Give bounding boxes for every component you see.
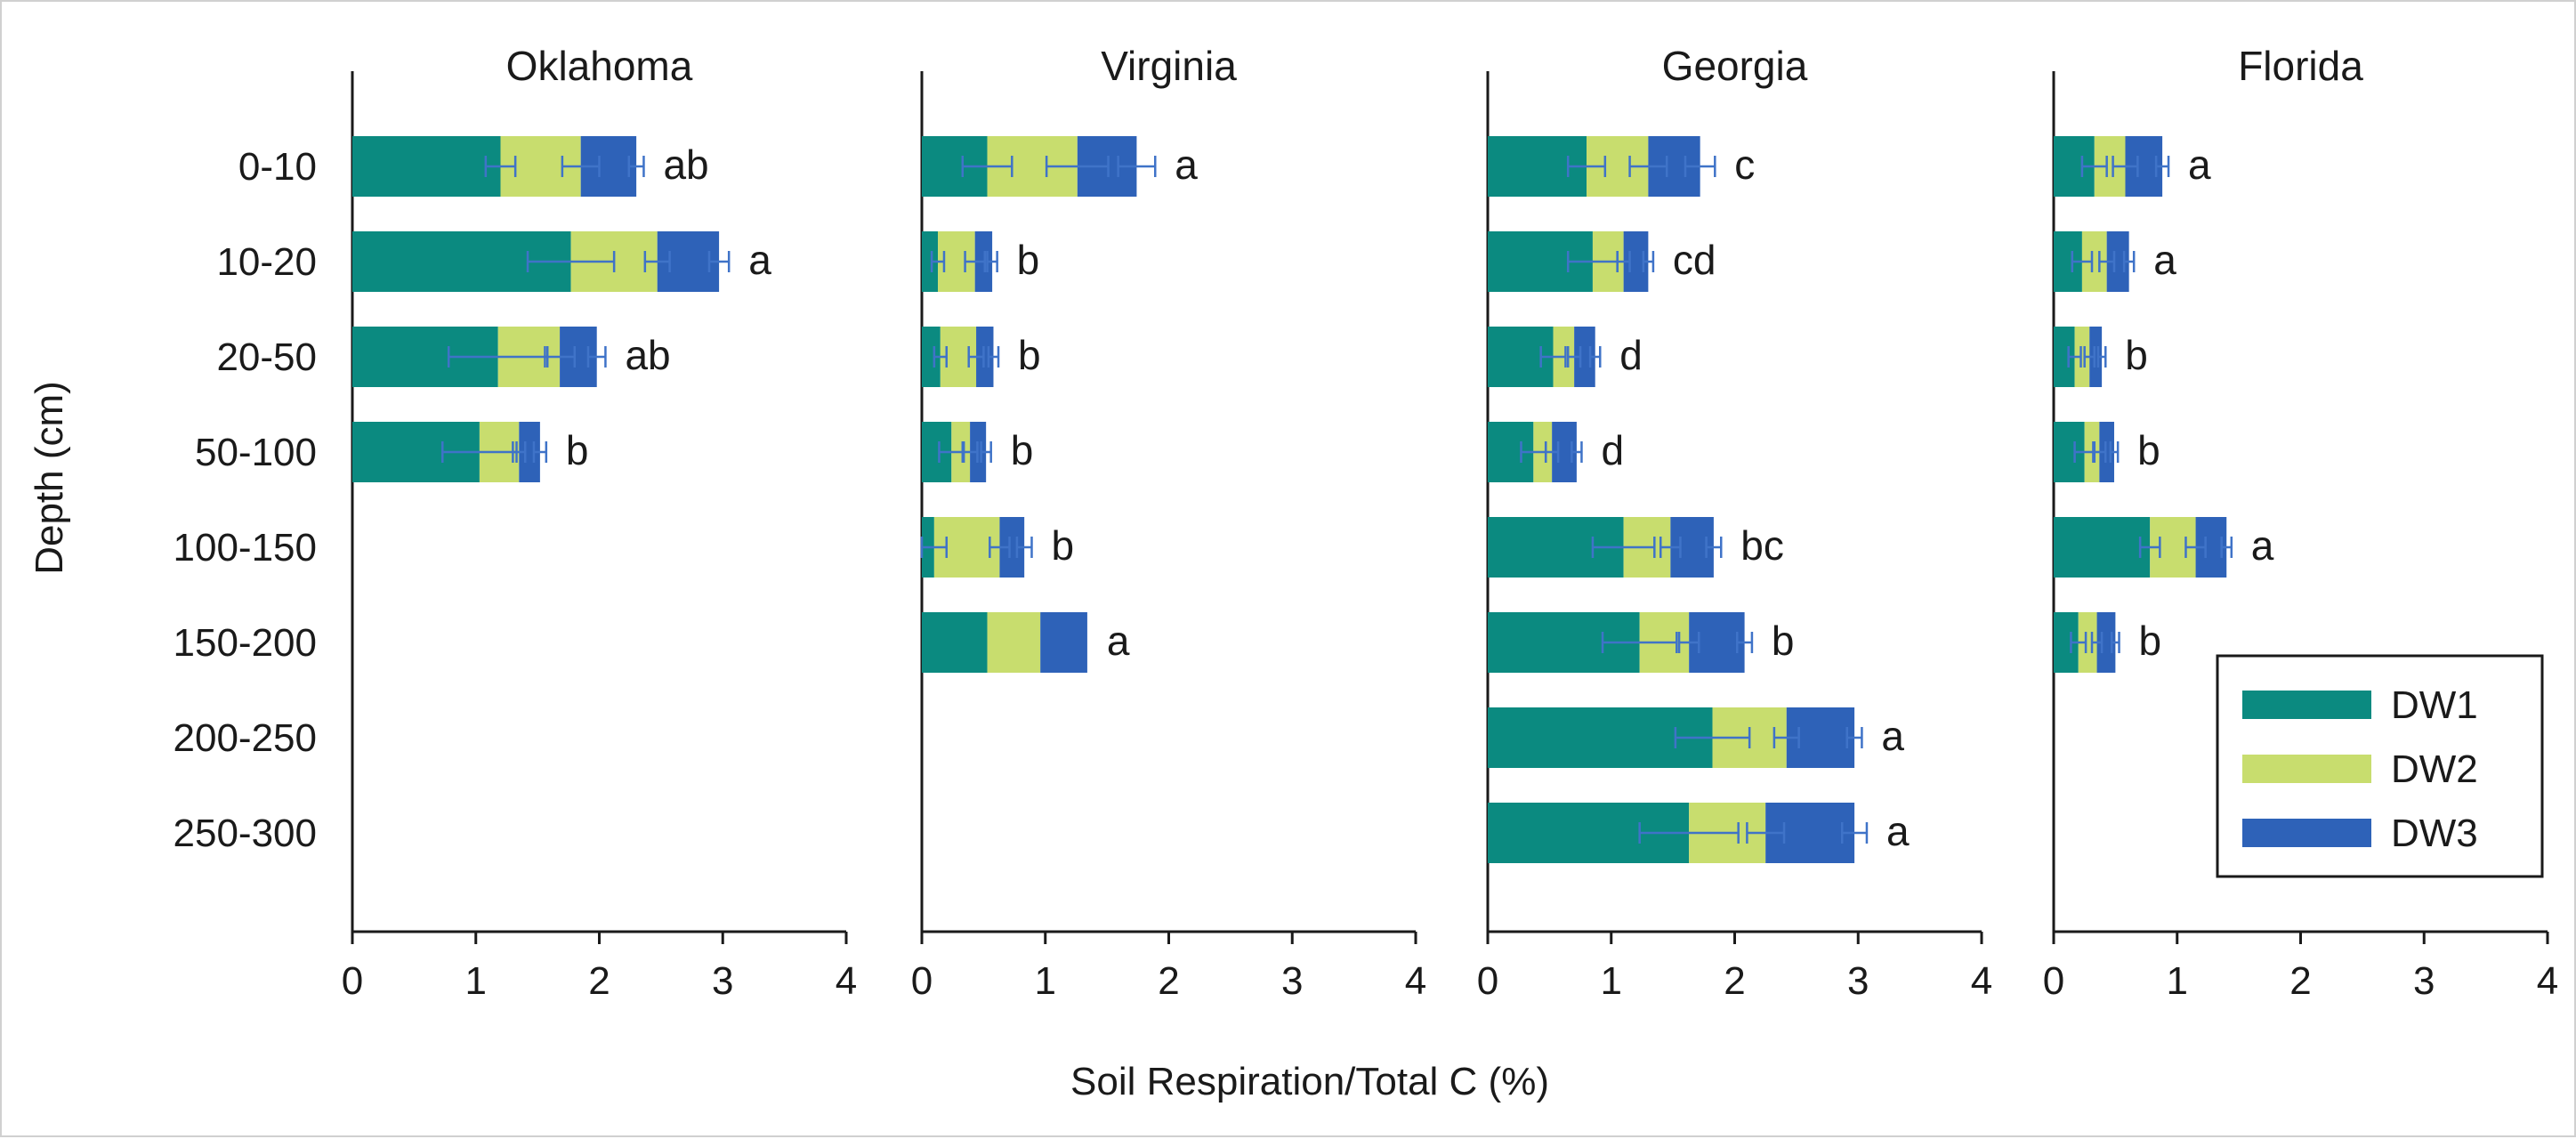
bar-segment-dw3 (519, 422, 540, 482)
significance-letter: b (1011, 427, 1034, 473)
depth-tick-label: 250-300 (174, 812, 317, 855)
significance-letter: b (2125, 332, 2148, 378)
significance-letter: ab (663, 141, 708, 188)
bar-segment-dw3 (1040, 612, 1087, 673)
depth-tick-label: 150-200 (174, 621, 317, 665)
depth-tick-labels: 0-10 10-20 20-50 50-100 100-150 150-200 200-25… (174, 145, 317, 855)
bar-segment-dw1 (2054, 327, 2075, 387)
significance-letter: a (2251, 522, 2274, 569)
panel-oklahoma: Oklahoma 0 1 2 3 4 ab a ab b (342, 43, 857, 1003)
significance-letter: d (1601, 427, 1624, 473)
x-tick-label: 1 (465, 959, 487, 1003)
significance-letter: b (566, 427, 589, 473)
panel-georgia: Georgia 0 1 2 3 4 c cd d d bc b a a (1477, 43, 1992, 1003)
significance-letter: b (1051, 522, 1074, 569)
significance-letter: d (1619, 332, 1643, 378)
bar-segment-dw1 (922, 327, 941, 387)
significance-letter: a (1107, 618, 1130, 664)
legend-swatch-dw2 (2242, 755, 2371, 783)
depth-tick-label: 10-20 (216, 240, 317, 284)
x-tick-label: 4 (1971, 959, 1992, 1003)
legend-swatch-dw3 (2242, 819, 2371, 847)
significance-letter: b (2137, 427, 2160, 473)
panel-title: Georgia (1662, 43, 1808, 89)
panel-title: Florida (2238, 43, 2363, 89)
bar-segment-dw3 (2096, 612, 2116, 673)
legend: DW1 DW2 DW3 (2216, 654, 2544, 878)
x-tick-label: 2 (1158, 959, 1179, 1003)
x-tick-label: 3 (1281, 959, 1303, 1003)
bar-segment-dw1 (2054, 517, 2151, 578)
bar-segment-dw2 (987, 612, 1041, 673)
significance-letter: b (1772, 618, 1795, 664)
depth-tick-label: 20-50 (216, 335, 317, 379)
significance-letter: c (1734, 141, 1755, 188)
x-tick-label: 0 (342, 959, 363, 1003)
bar-segment-dw1 (922, 612, 988, 673)
bar-segment-dw3 (2089, 327, 2103, 387)
depth-tick-label: 100-150 (174, 526, 317, 570)
x-tick-label: 2 (2289, 959, 2311, 1003)
significance-letter: a (1881, 713, 1904, 759)
y-axis-label: Depth (cm) (28, 381, 71, 575)
significance-letter: bc (1740, 522, 1784, 569)
x-tick-label: 1 (2167, 959, 2188, 1003)
legend-label: DW3 (2391, 812, 2478, 855)
legend-label: DW1 (2391, 683, 2478, 727)
significance-letter: b (2139, 618, 2162, 664)
significance-letter: a (2188, 141, 2211, 188)
panel-title: Oklahoma (506, 43, 693, 89)
x-tick-label: 3 (1847, 959, 1869, 1003)
x-tick-label: 4 (836, 959, 857, 1003)
significance-letter: a (2153, 237, 2176, 283)
panel-title: Virginia (1101, 43, 1237, 89)
depth-tick-label: 200-250 (174, 716, 317, 760)
bar-segment-dw3 (2099, 422, 2114, 482)
bar-segment-dw1 (922, 231, 939, 292)
x-tick-label: 0 (2043, 959, 2064, 1003)
x-tick-label: 0 (911, 959, 933, 1003)
legend-swatch-dw1 (2242, 691, 2371, 719)
x-tick-label: 4 (1405, 959, 1426, 1003)
significance-letter: a (1175, 141, 1198, 188)
x-tick-label: 1 (1035, 959, 1056, 1003)
significance-letter: b (1018, 332, 1041, 378)
panel-florida: Florida 0 1 2 3 4 a a b b a b (2043, 43, 2558, 1003)
x-tick-label: 1 (1601, 959, 1622, 1003)
significance-letter: a (748, 237, 771, 283)
x-tick-label: 0 (1477, 959, 1498, 1003)
x-tick-label: 3 (712, 959, 733, 1003)
x-tick-label: 2 (1724, 959, 1745, 1003)
legend-label: DW2 (2391, 747, 2478, 791)
depth-tick-label: 50-100 (195, 431, 317, 474)
bar-segment-dw3 (1574, 327, 1595, 387)
bar-segment-dw2 (2078, 612, 2097, 673)
bar-segment-dw3 (976, 327, 994, 387)
significance-letter: a (1886, 808, 1910, 854)
x-axis-label: Soil Respiration/Total C (%) (1070, 1060, 1549, 1103)
x-tick-label: 3 (2413, 959, 2435, 1003)
panel-virginia: Virginia 0 1 2 3 4 a b b b b a (911, 43, 1426, 1003)
significance-letter: ab (625, 332, 670, 378)
bar-segment-dw1 (352, 136, 501, 197)
significance-letter: cd (1673, 237, 1716, 283)
significance-letter: b (1017, 237, 1040, 283)
x-tick-label: 2 (588, 959, 610, 1003)
bar-segment-dw2 (2074, 327, 2090, 387)
depth-tick-label: 0-10 (238, 145, 317, 189)
x-tick-label: 4 (2537, 959, 2558, 1003)
